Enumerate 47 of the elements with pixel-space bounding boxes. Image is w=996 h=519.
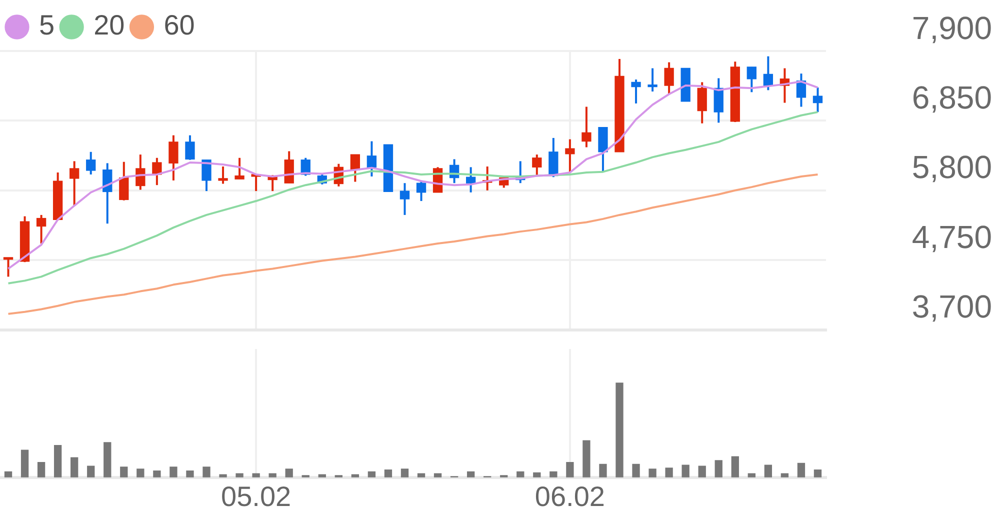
bar: [170, 466, 178, 478]
bar: [20, 450, 29, 478]
y-tick-label: 7,900: [912, 10, 992, 46]
bar: [153, 470, 161, 478]
bar: [285, 468, 293, 478]
y-tick-label: 5,800: [912, 149, 992, 186]
bar: [616, 382, 624, 478]
y-tick-label: 4,750: [912, 218, 992, 255]
bar: [797, 462, 806, 478]
y-tick-label: 6,850: [912, 80, 992, 116]
legend-label: 20: [94, 10, 125, 41]
bar: [665, 468, 673, 478]
bar: [632, 464, 640, 478]
legend-label: 5: [39, 10, 55, 41]
bar: [682, 464, 690, 478]
bar: [87, 466, 95, 478]
bar: [550, 471, 558, 478]
bar: [351, 474, 360, 478]
bar: [70, 457, 78, 478]
bar: [814, 470, 822, 478]
bar: [764, 464, 772, 478]
bar: [368, 471, 376, 478]
bar: [648, 468, 656, 478]
y-tick-label: 3,700: [912, 288, 992, 325]
bar: [400, 468, 409, 478]
bar: [566, 462, 574, 478]
bar: [186, 470, 194, 478]
bar: [516, 471, 524, 478]
bar: [384, 470, 392, 478]
bar: [714, 460, 722, 478]
bar: [136, 468, 144, 478]
bar: [599, 464, 607, 478]
bar: [582, 440, 590, 478]
bar: [731, 456, 739, 478]
bar: [698, 466, 706, 478]
x-tick-label: 06.02: [534, 480, 605, 512]
bar: [318, 474, 326, 478]
bar: [4, 471, 12, 478]
legend-label: 60: [164, 10, 195, 41]
bar: [37, 462, 46, 478]
bar: [104, 442, 112, 478]
bar: [219, 474, 227, 478]
bar: [54, 444, 62, 478]
bar: [202, 466, 210, 478]
bar: [466, 471, 475, 478]
x-tick-label: 05.02: [221, 480, 292, 512]
bar: [120, 466, 128, 478]
